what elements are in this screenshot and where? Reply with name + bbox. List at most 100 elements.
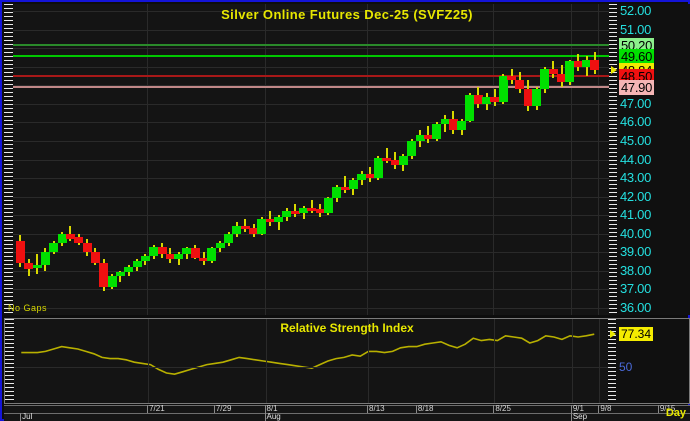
candle-body [440,118,450,125]
price-level-line[interactable] [13,75,609,78]
candle-wick [344,176,347,193]
price-panel: 52.00 51.00 47.00 46.00 45.00 44.00 43.00 42.00… [4,4,690,315]
price-level-line[interactable] [13,43,609,46]
candle-wick [385,148,388,164]
candle-body [557,74,567,82]
candle-body [290,211,300,215]
day-tick-label: 9/15 [659,404,676,413]
candle-body [57,233,67,243]
price-gridline [13,140,609,142]
price-alert-label[interactable]: 49.60 [619,48,655,64]
day-tick-label: 7/21 [149,404,165,413]
rsi-value-arrow-icon [610,330,616,339]
candle-body [282,211,292,217]
rsi-axis[interactable]: 77.34 50 [608,319,689,403]
candle-body [348,179,358,190]
price-gridline-vertical [367,4,369,315]
price-alert-label[interactable]: 47.90 [619,80,655,96]
candle-body [299,207,308,214]
candle-wick [36,253,39,275]
price-level-line[interactable] [13,54,609,57]
price-axis-label: 39.00 [620,244,652,260]
candle-body [107,276,117,288]
price-panel-left-ruler [4,4,13,315]
candle-body [232,226,242,234]
day-tick-separator [657,405,659,413]
day-tick-separator [264,405,266,413]
candle-body [482,96,492,104]
candle-body [498,76,508,103]
candle-body [257,218,267,234]
candle-body [74,237,84,243]
candle-body [90,252,100,264]
rsi-gridline-vertical [599,319,601,403]
last-price-arrow-icon [611,65,617,74]
candle-body [357,174,367,180]
candle-body [40,252,50,265]
rsi-gridline-vertical [265,319,267,403]
candle-body [307,207,317,211]
rsi-gridline-vertical [494,319,496,403]
candle-body [99,263,109,288]
price-gridline [13,215,609,217]
candle-body [382,157,392,161]
price-axis-label: 45.00 [620,132,652,148]
candle-body [240,226,250,230]
rsi-gridline-vertical [148,319,150,403]
candle-body [448,118,458,130]
candle-body [490,96,500,103]
candle-wick [294,203,297,217]
candle-body [32,265,42,269]
price-axis-label: 36.00 [620,299,652,315]
candle-body [174,253,184,260]
candle-body [332,187,342,199]
candle-body [398,155,408,166]
time-axis[interactable]: 7/217/298/18/138/188/259/19/89/159/229/2… [4,404,690,421]
price-gridline [13,307,609,309]
rsi-gridline-vertical [571,319,573,403]
price-plot-area[interactable] [13,4,609,315]
candle-body [315,209,325,214]
price-axis-label: 43.00 [620,170,652,185]
candle-body [548,68,558,75]
candle-body [415,135,425,141]
candle-body [82,242,92,253]
day-tick-label: 8/25 [495,404,511,413]
month-tick-separator [264,413,266,421]
candle-body [582,59,592,67]
price-gridline [13,29,609,31]
rsi-plot-area[interactable] [14,319,608,403]
price-level-line[interactable] [13,86,609,89]
price-axis-label: 40.00 [620,225,652,241]
candle-body [373,157,383,178]
candle-body [140,255,150,262]
candle-body [65,233,75,240]
rsi-panel: 77.34 50 Relative Strength Index [4,318,690,404]
price-gridline [13,122,609,124]
candle-body [165,253,175,260]
month-tick-label: Jul [22,412,33,421]
price-axis-label: 51.00 [620,21,652,37]
candle-body [157,246,167,254]
price-axis-label: 46.00 [620,114,652,130]
price-gridline [13,196,609,198]
interval-label[interactable]: Day [665,407,686,419]
candle-body [323,198,333,214]
page-title: Silver Online Futures Dec-25 (SVFZ25) [221,7,473,22]
price-axis-label: 37.00 [620,281,652,297]
candle-body [215,242,225,249]
candle-body [507,76,517,80]
price-gridline [13,11,609,13]
price-axis[interactable]: 52.00 51.00 47.00 46.00 45.00 44.00 43.00 42.00… [609,4,690,315]
candle-wick [427,126,430,143]
candle-wick [269,211,272,227]
day-tick-separator [598,405,600,413]
price-gridline [13,252,609,254]
rsi-current-value[interactable]: 77.34 [619,327,654,342]
day-tick-label: 8/1 [266,404,278,413]
candle-body [573,61,583,67]
candle-body [265,218,275,223]
price-gridline [13,103,609,105]
candle-body [590,59,600,70]
